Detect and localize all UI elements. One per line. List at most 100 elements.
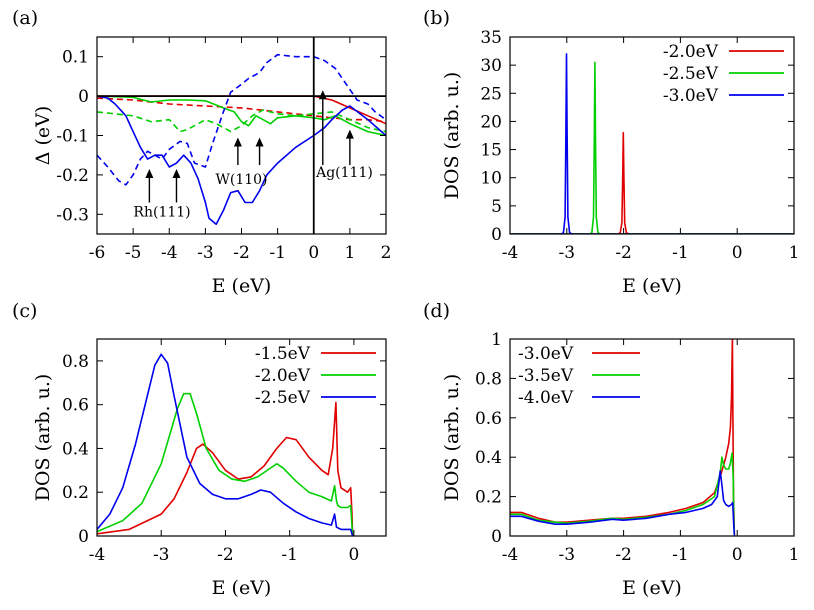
y-tick-label: 0 [491,225,502,245]
legend-label: -3.5eV [518,366,574,386]
x-tick-label: -2 [615,545,632,565]
annotation-arrowhead [318,90,327,100]
panel-label-a: (a) [12,7,38,29]
annotation-label: Rh(111) [133,204,190,220]
panel-a-chart: -6 -5 -4 -3 -2 -1 0 1 2 0.1 0 -0.1 -0.2 -0.3 E (eV) Δ (… [32,36,392,297]
annotation-label: W(110) [215,172,267,188]
annotation-arrowhead [345,129,354,139]
series-line-0-2 [97,95,386,137]
y-tick-label: 20 [480,112,502,132]
series-line-2-1 [97,392,354,536]
y-tick-label: 15 [480,141,502,161]
panel-label-c: (c) [12,300,37,322]
x-tick-label: -5 [125,243,142,263]
x-tick-label: -2 [217,545,234,565]
x-tick-label: 0 [732,243,743,263]
x-tick-label: 0 [308,243,319,263]
y-tick-label: 0.4 [62,439,89,459]
x-axis-label: E (eV) [212,275,272,297]
x-tick-label: 2 [381,243,392,263]
y-tick-label: 0.1 [62,48,89,68]
y-tick-label: 0.8 [62,352,89,372]
legend-label: -2.0eV [663,42,719,62]
y-tick-label: 0.6 [62,396,89,416]
x-tick-label: -1 [672,545,689,565]
series-line-0-5 [97,53,386,186]
x-axis-label: E (eV) [212,577,272,599]
y-tick-label: -0.1 [56,127,89,147]
y-axis-label: DOS (arb. u.) [441,72,463,200]
panel-d-chart: -4 -3 -2 -1 0 1 0 0.2 0.4 0.6 0.8 1 E (eV) DOS (arb. … [441,330,799,599]
y-tick-label: 1 [491,330,502,350]
y-tick-label: 0 [78,87,89,107]
legend-label: -2.5eV [255,388,311,408]
y-tick-label: 0.4 [475,448,502,468]
series-line-0-3 [97,109,386,133]
x-tick-label: -1 [672,243,689,263]
series-line-1-1 [510,61,794,234]
annotation-arrowhead [172,168,181,178]
y-tick-label: 35 [480,28,502,48]
annotation-label: Ag(111) [315,165,373,181]
x-tick-label: 1 [789,243,800,263]
legend-label: -2.0eV [255,366,311,386]
y-tick-label: 0 [491,527,502,547]
y-tick-label: -0.2 [56,166,89,186]
annotation-arrowhead [233,137,242,147]
series-line-2-2 [97,353,354,536]
legend-label: -4.0eV [518,388,574,408]
y-axis-label: DOS (arb. u.) [32,374,54,502]
x-tick-label: -3 [559,243,576,263]
series-line-0-1 [97,97,386,123]
annotation-arrowhead [255,137,264,147]
x-tick-label: -4 [502,243,519,263]
x-axis-label: E (eV) [622,275,682,297]
x-tick-label: 1 [344,243,355,263]
plot-frame [509,36,795,235]
y-tick-label: 10 [480,169,502,189]
y-tick-label: 0.8 [475,369,502,389]
x-tick-label: -4 [89,545,106,565]
y-tick-label: 30 [480,56,502,76]
legend-label: -2.5eV [663,64,719,84]
legend-label: -1.5eV [255,344,311,364]
y-axis-label: DOS (arb. u.) [441,374,463,502]
panel-label-d: (d) [423,300,450,322]
x-tick-label: -4 [502,545,519,565]
x-tick-label: -1 [281,545,298,565]
series-line-3-2 [510,470,736,536]
series-line-1-0 [510,131,794,234]
legend-label: -3.0eV [663,86,719,106]
y-tick-label: 0.2 [475,488,502,508]
x-tick-label: -3 [153,545,170,565]
series-line-3-1 [510,452,736,536]
x-tick-label: -2 [233,243,250,263]
x-tick-label: -1 [269,243,286,263]
series-line-0-4 [97,95,386,225]
x-tick-label: -2 [615,243,632,263]
series-line-2-0 [97,401,354,536]
y-tick-label: 0.6 [475,409,502,429]
x-tick-label: 0 [732,545,743,565]
y-tick-label: 5 [491,197,502,217]
x-tick-label: -3 [197,243,214,263]
x-tick-label: -6 [89,243,106,263]
legend-label: -3.0eV [518,344,574,364]
annotation-arrowhead [145,168,154,178]
y-tick-label: -0.3 [56,205,89,225]
panel-label-b: (b) [423,7,450,29]
y-tick-label: 0 [78,527,89,547]
x-axis-label: E (eV) [622,577,682,599]
plot-frame [96,338,387,537]
y-axis-label: Δ (eV) [32,106,54,166]
x-tick-label: 1 [789,545,800,565]
panel-c-chart: -4 -3 -2 -1 0 0 0.2 0.4 0.6 0.8 E (eV) DOS (arb. u.… [32,338,387,599]
x-tick-label: -4 [161,243,178,263]
y-tick-label: 25 [480,84,502,104]
series-line-1-2 [510,53,794,234]
x-tick-label: -3 [559,545,576,565]
x-tick-label: 0 [348,545,359,565]
plot-frame [509,338,795,537]
